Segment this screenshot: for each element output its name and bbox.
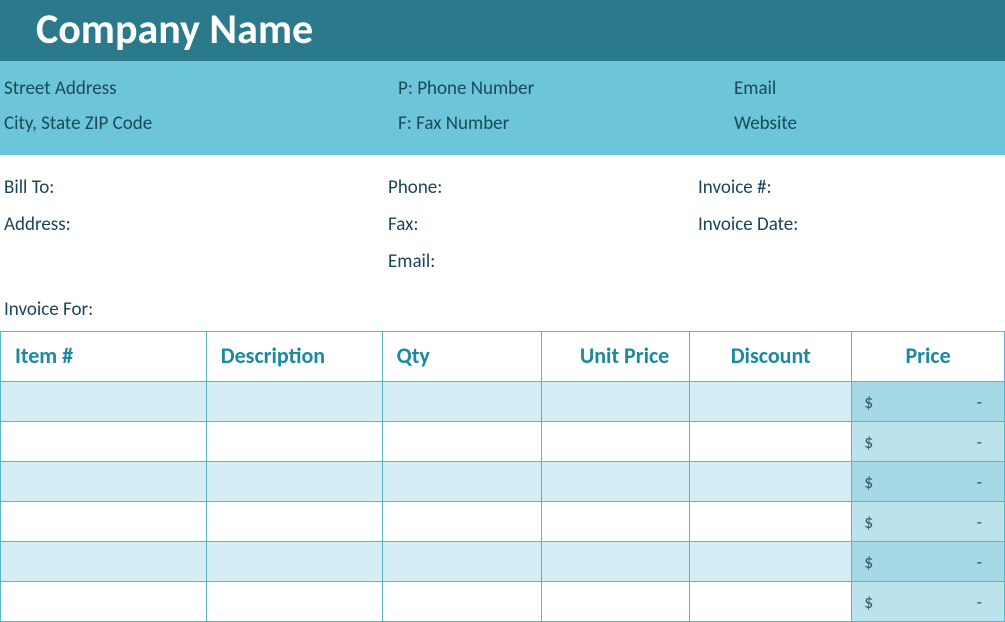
- cell-item[interactable]: [1, 542, 207, 582]
- company-info-row: Street Address P: Phone Number Email: [0, 71, 1005, 106]
- cell-qty[interactable]: [382, 382, 542, 422]
- phone-label: Phone:: [388, 176, 698, 199]
- cell-desc[interactable]: [206, 422, 382, 462]
- bill-to-label: Bill To:: [0, 176, 388, 199]
- company-info-section: Street Address P: Phone Number Email Cit…: [0, 61, 1005, 155]
- bill-section: Bill To: Phone: Invoice #: Address: Fax:…: [0, 155, 1005, 290]
- cell-disc[interactable]: [690, 462, 852, 502]
- price-value: -: [976, 471, 982, 493]
- cell-price: $-: [852, 502, 1005, 542]
- cell-item[interactable]: [1, 422, 207, 462]
- cell-desc[interactable]: [206, 502, 382, 542]
- cell-qty[interactable]: [382, 502, 542, 542]
- cell-item[interactable]: [1, 462, 207, 502]
- cell-price: $-: [852, 422, 1005, 462]
- table-row: $-: [1, 582, 1005, 622]
- invoice-for-label: Invoice For:: [0, 290, 1005, 331]
- header-bar: Company Name: [0, 0, 1005, 61]
- cell-disc[interactable]: [690, 382, 852, 422]
- table-header-row: Item # Description Qty Unit Price Discou…: [1, 332, 1005, 382]
- cell-qty[interactable]: [382, 542, 542, 582]
- invoice-date-label: Invoice Date:: [698, 213, 1005, 236]
- price-symbol: $: [864, 471, 873, 493]
- cell-disc[interactable]: [690, 502, 852, 542]
- cell-disc[interactable]: [690, 542, 852, 582]
- table-row: $-: [1, 462, 1005, 502]
- cell-desc[interactable]: [206, 582, 382, 622]
- fax-label: Fax:: [388, 213, 698, 236]
- col-header-item: Item #: [1, 332, 207, 382]
- price-symbol: $: [864, 551, 873, 573]
- cell-item[interactable]: [1, 502, 207, 542]
- cell-unit[interactable]: [542, 542, 690, 582]
- col-header-unit-price: Unit Price: [542, 332, 690, 382]
- cell-qty[interactable]: [382, 462, 542, 502]
- phone-number: P: Phone Number: [398, 77, 734, 100]
- price-symbol: $: [864, 511, 873, 533]
- table-row: $-: [1, 542, 1005, 582]
- fax-number: F: Fax Number: [398, 112, 734, 135]
- website: Website: [734, 112, 1005, 135]
- cell-unit[interactable]: [542, 582, 690, 622]
- company-name: Company Name: [36, 4, 313, 55]
- price-symbol: $: [864, 591, 873, 613]
- cell-price: $-: [852, 382, 1005, 422]
- col-header-description: Description: [206, 332, 382, 382]
- email-label: Email:: [388, 250, 698, 273]
- price-value: -: [976, 551, 982, 573]
- price-value: -: [976, 431, 982, 453]
- bill-row: Email:: [0, 243, 1005, 280]
- bill-row: Bill To: Phone: Invoice #:: [0, 169, 1005, 206]
- cell-qty[interactable]: [382, 582, 542, 622]
- bill-row: Address: Fax: Invoice Date:: [0, 206, 1005, 243]
- cell-unit[interactable]: [542, 502, 690, 542]
- price-value: -: [976, 391, 982, 413]
- cell-desc[interactable]: [206, 382, 382, 422]
- cell-unit[interactable]: [542, 382, 690, 422]
- price-value: -: [976, 591, 982, 613]
- price-symbol: $: [864, 391, 873, 413]
- price-symbol: $: [864, 431, 873, 453]
- table-row: $-: [1, 502, 1005, 542]
- cell-desc[interactable]: [206, 542, 382, 582]
- cell-item[interactable]: [1, 382, 207, 422]
- cell-unit[interactable]: [542, 462, 690, 502]
- blank: [698, 250, 1005, 273]
- col-header-price: Price: [852, 332, 1005, 382]
- items-table: Item # Description Qty Unit Price Discou…: [0, 331, 1005, 622]
- table-body: $- $- $- $-: [1, 382, 1005, 622]
- cell-unit[interactable]: [542, 422, 690, 462]
- cell-price: $-: [852, 542, 1005, 582]
- cell-disc[interactable]: [690, 582, 852, 622]
- cell-price: $-: [852, 462, 1005, 502]
- address-label: Address:: [0, 213, 388, 236]
- company-info-row: City, State ZIP Code F: Fax Number Websi…: [0, 106, 1005, 141]
- invoice-number-label: Invoice #:: [698, 176, 1005, 199]
- cell-disc[interactable]: [690, 422, 852, 462]
- cell-qty[interactable]: [382, 422, 542, 462]
- table-row: $-: [1, 382, 1005, 422]
- price-value: -: [976, 511, 982, 533]
- city-state-zip: City, State ZIP Code: [0, 112, 398, 135]
- address-blank: [0, 250, 388, 273]
- street-address: Street Address: [0, 77, 398, 100]
- col-header-discount: Discount: [690, 332, 852, 382]
- cell-price: $-: [852, 582, 1005, 622]
- cell-desc[interactable]: [206, 462, 382, 502]
- table-row: $-: [1, 422, 1005, 462]
- email: Email: [734, 77, 1005, 100]
- col-header-qty: Qty: [382, 332, 542, 382]
- cell-item[interactable]: [1, 582, 207, 622]
